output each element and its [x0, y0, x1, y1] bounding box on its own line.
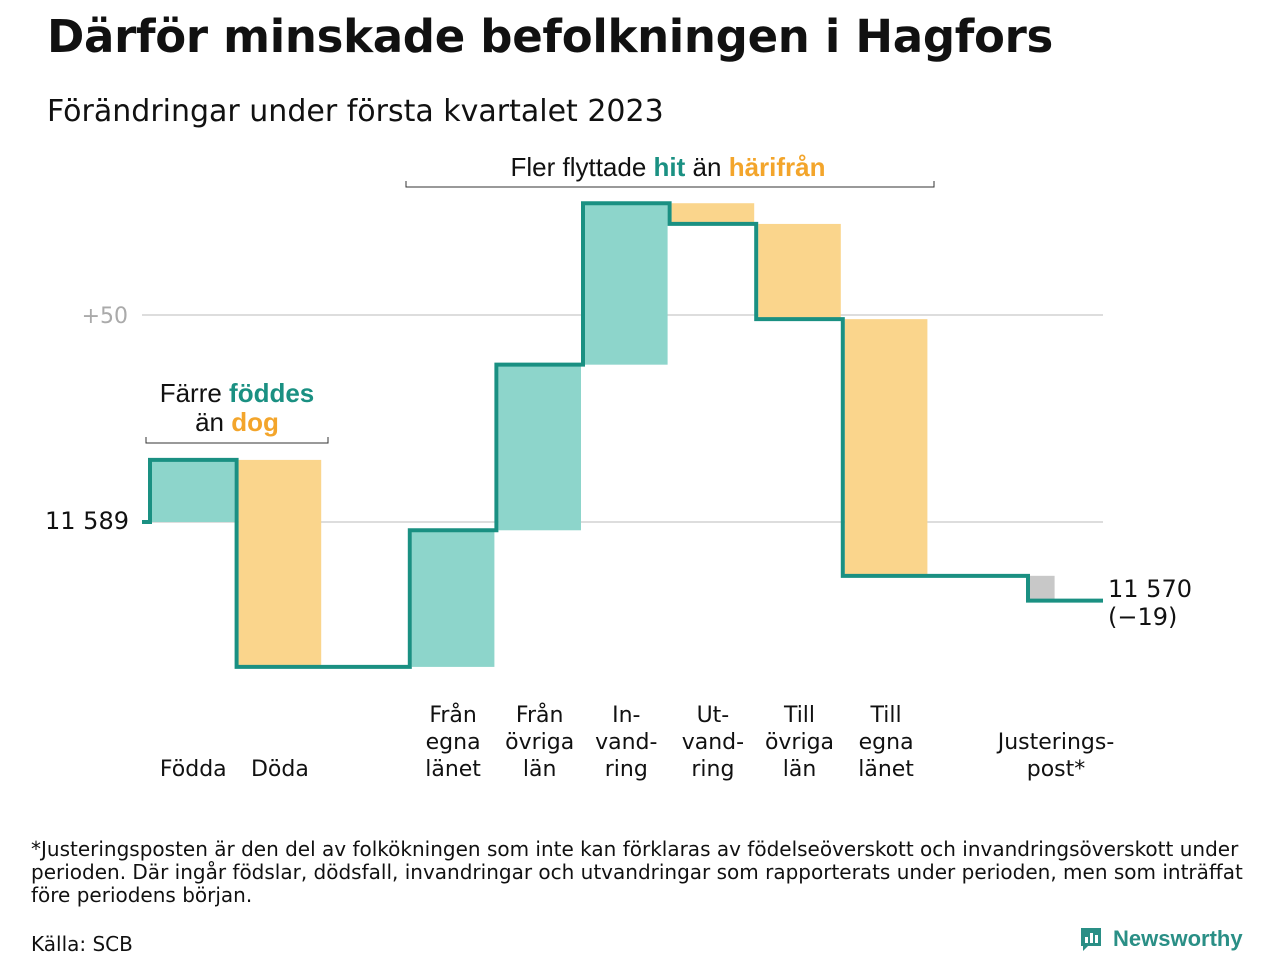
migration-bracket [405, 181, 935, 188]
bars [152, 203, 1055, 667]
waterfall-line [142, 201, 1103, 669]
category-label: ring [691, 757, 734, 782]
category-label: övriga [765, 730, 834, 755]
step-line [142, 201, 1103, 669]
bar-negative [238, 459, 322, 667]
bar-negative [844, 319, 928, 576]
category-label: post* [1027, 757, 1086, 782]
bar-positive [585, 203, 668, 365]
end-change-label: (−19) [1108, 603, 1177, 631]
newsworthy-icon [1081, 928, 1101, 951]
category-label: län [783, 757, 817, 782]
category-label: egna [859, 730, 914, 755]
births-annotation: Färre föddes än dog [145, 378, 329, 444]
births-annotation-line2: än dog [195, 407, 279, 437]
category-label: egna [426, 730, 481, 755]
footnote: *Justeringsposten är den del av folkökni… [31, 837, 1243, 907]
category-label: övriga [505, 730, 574, 755]
category-label: Justerings- [996, 730, 1115, 755]
category-label: länet [858, 757, 914, 782]
category-label: Från [429, 702, 477, 728]
start-value-label: 11 589 [45, 507, 129, 535]
chart-subtitle: Förändringar under första kvartalet 2023 [47, 94, 664, 129]
bar-negative [758, 223, 841, 320]
category-label: ring [605, 757, 648, 782]
births-annotation-line1: Färre föddes [160, 378, 315, 408]
category-label: Till [870, 703, 902, 728]
category-label: länet [425, 757, 481, 782]
category-label: Ut- [697, 703, 730, 728]
births-bracket [145, 437, 329, 444]
brand-name: Newsworthy [1113, 926, 1243, 951]
category-label: Till [783, 703, 815, 728]
chart-title: Därför minskade befolkningen i Hagfors [47, 10, 1054, 63]
bar-positive [411, 530, 495, 667]
category-label: Födda [160, 757, 227, 782]
newsworthy-logo: Newsworthy [1079, 926, 1243, 952]
category-label: län [523, 757, 557, 782]
migration-annotation-text: Fler flyttade hit än härifrån [510, 152, 825, 182]
end-value-label: 11 570 [1108, 575, 1192, 603]
category-label: Från [516, 702, 564, 728]
migration-annotation: Fler flyttade hit än härifrån [405, 152, 935, 188]
category-label: vand- [595, 730, 657, 755]
category-labels: Födda DödaFrånegnalänetFrånövrigalänIn-va… [160, 702, 1114, 782]
category-label: In- [612, 703, 640, 728]
y-tick-label: +50 [82, 304, 128, 329]
bar-negative [671, 203, 755, 224]
category-label: Döda [251, 757, 309, 782]
category-label: vand- [682, 730, 744, 755]
bar-adjustment [1028, 575, 1055, 601]
bar-positive [152, 459, 235, 522]
bar-positive [498, 364, 581, 531]
source-label: Källa: SCB [31, 932, 133, 956]
